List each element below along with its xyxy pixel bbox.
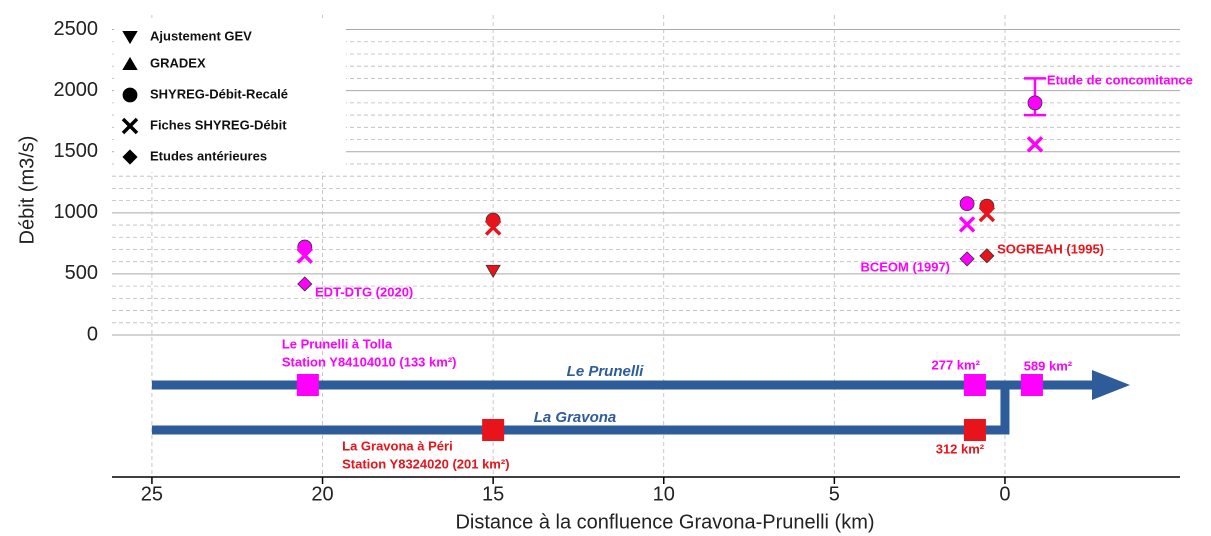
station-label: 312 km² [936, 441, 985, 456]
river-name: La Gravona [534, 409, 617, 426]
legend-box [114, 18, 346, 172]
station-label: 277 km² [932, 357, 981, 372]
station-label: La Gravona à Péri [342, 438, 453, 453]
y-tick-label: 2500 [54, 18, 99, 40]
y-tick-label: 2000 [54, 79, 99, 101]
point [296, 247, 314, 264]
y-tick-label: 0 [87, 323, 98, 345]
station [963, 374, 986, 396]
point [297, 276, 313, 292]
point [485, 264, 501, 278]
x-tick-label: 5 [829, 483, 840, 505]
point [978, 205, 996, 223]
marks: EDT-DTG (2020) BCEOM (1997) SOGREAH (1995)… [296, 72, 1193, 299]
annotation: SOGREAH (1995) [997, 241, 1104, 256]
annotation: BCEOM (1997) [860, 259, 950, 274]
point [1027, 95, 1043, 111]
y-tick-label: 1500 [54, 140, 99, 162]
station-label: Le Prunelli à Tolla [282, 336, 393, 351]
point [979, 248, 995, 264]
y-tick-label: 1000 [54, 201, 99, 223]
x-axis-label: Distance à la confluence Gravona-Prunell… [455, 511, 874, 533]
station [963, 419, 986, 441]
station [1020, 374, 1043, 396]
x-tick-label: 10 [653, 483, 675, 505]
y-axis-label: Débit (m3/s) [16, 136, 38, 245]
point [958, 216, 976, 233]
y-tick-label: 500 [65, 262, 98, 284]
station-label: Station Y84104010 (133 km²) [282, 354, 457, 369]
legend-label: SHYREG-Débit-Recalé [150, 86, 288, 101]
annotation: EDT-DTG (2020) [315, 284, 413, 299]
x-tick-label: 25 [141, 483, 163, 505]
legend-label: GRADEX [150, 55, 206, 70]
station [482, 419, 505, 441]
legend-label: Etudes antérieures [150, 148, 267, 163]
point [484, 219, 502, 236]
station-label: 589 km² [1024, 358, 1073, 373]
legend-marker [121, 117, 139, 135]
legend-marker [122, 56, 138, 70]
point [959, 196, 975, 212]
station [296, 374, 319, 396]
legend-marker [122, 30, 138, 45]
river-arrow [1092, 370, 1130, 400]
station-label: Station Y8324020 (201 km²) [342, 456, 509, 471]
annotation: Etude de concomitance [1047, 72, 1193, 87]
x-tick-label: 0 [999, 483, 1010, 505]
grid [112, 15, 1180, 477]
river-line [151, 385, 1010, 435]
legend-marker [122, 149, 138, 165]
river-name: Le Prunelli [567, 363, 645, 380]
x-tick-label: 15 [482, 483, 504, 505]
point [1026, 136, 1044, 153]
legend-label: Ajustement GEV [150, 28, 252, 43]
point [959, 251, 975, 267]
legend-marker [122, 87, 138, 103]
diagram: Le Prunelli La Gravona Le Prunelli à Tolla… [151, 336, 1130, 471]
x-tick-label: 20 [311, 483, 333, 505]
legend-label: Fiches SHYREG-Débit [150, 117, 287, 132]
